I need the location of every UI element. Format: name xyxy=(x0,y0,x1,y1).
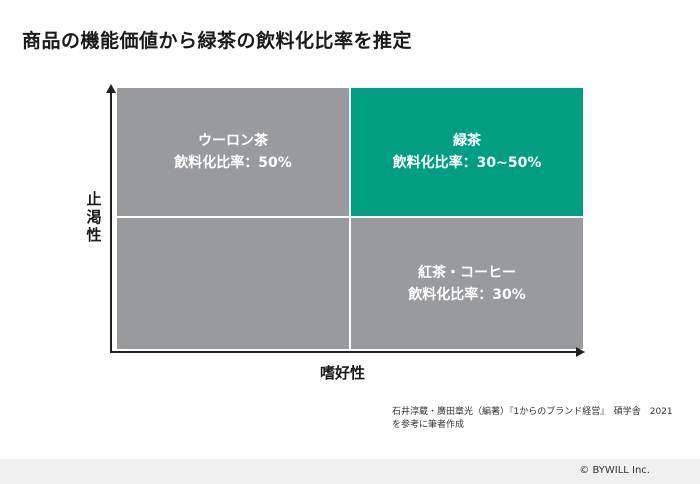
copyright-text: © BYWILL Inc. xyxy=(579,465,650,476)
y-axis-label: 止渇性 xyxy=(86,190,102,244)
y-axis-line xyxy=(110,90,112,352)
page-title: 商品の機能価値から緑茶の飲料化比率を推定 xyxy=(22,30,413,52)
quadrant-green-tea-name: 緑茶 xyxy=(453,133,481,149)
quadrant-oolong: ウーロン茶 飲料化比率：50% xyxy=(117,88,349,216)
source-line-1: 石井淳蔵・廣田章光（編著）『1からのブランド経営』 碩学舎 2021 xyxy=(392,407,673,417)
source-note: 石井淳蔵・廣田章光（編著）『1からのブランド経営』 碩学舎 2021 を参考に筆… xyxy=(392,406,673,432)
x-axis-arrow-icon xyxy=(576,347,585,357)
quadrant-black-tea-coffee-rate: 飲料化比率：30% xyxy=(408,286,526,303)
quadrant-matrix: ウーロン茶 飲料化比率：50% 緑茶 飲料化比率：30~50% 紅茶・コーヒー … xyxy=(117,88,583,349)
quadrant-oolong-name: ウーロン茶 xyxy=(198,133,268,149)
footer-bar: © BYWILL Inc. xyxy=(0,459,700,484)
quadrant-black-tea-coffee: 紅茶・コーヒー 飲料化比率：30% xyxy=(351,218,583,349)
y-axis-arrow-icon xyxy=(106,84,116,93)
quadrant-black-tea-coffee-name: 紅茶・コーヒー xyxy=(418,264,516,281)
quadrant-oolong-rate: 飲料化比率：50% xyxy=(174,155,292,171)
x-axis-label: 嗜好性 xyxy=(320,364,366,382)
x-axis-line xyxy=(110,351,578,353)
quadrant-empty xyxy=(117,218,349,349)
quadrant-green-tea: 緑茶 飲料化比率：30~50% xyxy=(351,88,583,216)
quadrant-green-tea-rate: 飲料化比率：30~50% xyxy=(392,155,542,171)
source-line-2: を参考に筆者作成 xyxy=(392,420,465,430)
